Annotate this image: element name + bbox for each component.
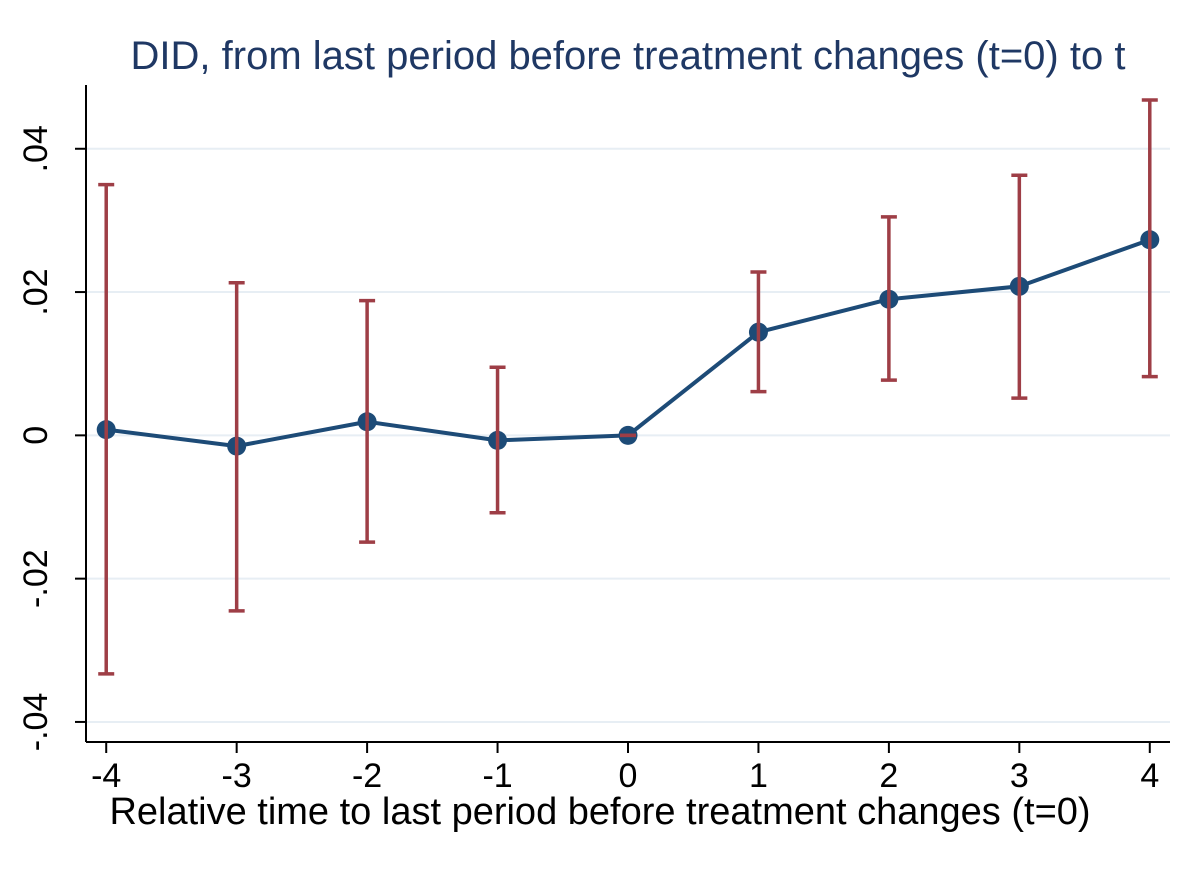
x-axis-label: Relative time to last period before trea… <box>109 791 1091 833</box>
x-tick-label: -1 <box>482 757 512 795</box>
x-tick-label: 0 <box>619 757 638 795</box>
x-tick-label: -4 <box>91 757 121 795</box>
estimate-line <box>104 237 1152 449</box>
x-tick-label: -2 <box>352 757 382 795</box>
x-tick-label: -3 <box>222 757 252 795</box>
chart-title: DID, from last period before treatment c… <box>130 34 1126 78</box>
x-tick-label: 2 <box>879 757 898 795</box>
y-tick-label: .02 <box>17 268 55 315</box>
x-tick-label: 4 <box>1140 757 1159 795</box>
y-tick-label: -.02 <box>17 549 55 608</box>
y-tick-label: -.04 <box>17 693 55 752</box>
x-tick-label: 3 <box>1010 757 1029 795</box>
x-tick-label: 1 <box>749 757 768 795</box>
y-tick-label: .04 <box>17 125 55 172</box>
y-tick-label: 0 <box>17 426 55 445</box>
